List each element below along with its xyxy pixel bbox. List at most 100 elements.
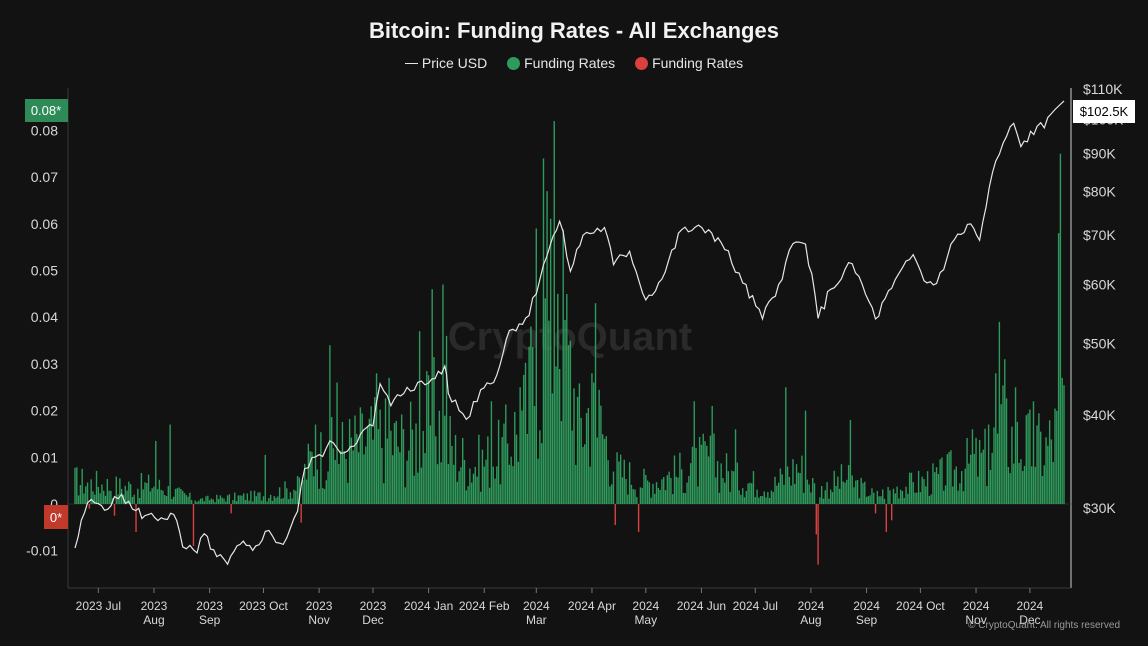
x-tick-label: Mar	[526, 613, 547, 627]
funding-bar	[384, 398, 387, 504]
funding-bar	[948, 452, 950, 504]
funding-bar	[497, 419, 500, 504]
funding-bar	[503, 423, 505, 504]
funding-bar	[171, 498, 173, 504]
funding-bar	[883, 498, 886, 504]
funding-bar	[598, 389, 600, 504]
left-tick-label: -0.01	[26, 543, 58, 559]
funding-bar	[1061, 377, 1063, 504]
funding-bar	[767, 492, 769, 504]
funding-bar	[975, 437, 977, 504]
legend-item-price[interactable]: Price USD	[404, 55, 487, 71]
funding-bar	[804, 410, 807, 504]
funding-bar	[984, 428, 986, 504]
funding-bar	[894, 493, 896, 504]
funding-bar	[470, 482, 473, 504]
funding-bar	[610, 484, 613, 504]
funding-bar	[727, 471, 730, 504]
funding-bar	[1025, 415, 1028, 504]
x-tick-label: 2023 Oct	[239, 599, 288, 613]
funding-bar	[348, 418, 351, 504]
funding-bar	[953, 469, 956, 504]
funding-bar	[1056, 410, 1058, 504]
funding-bar	[207, 495, 209, 504]
funding-bar	[103, 490, 105, 504]
funding-bar	[251, 501, 254, 504]
funding-bar	[210, 498, 213, 504]
funding-bar	[831, 492, 834, 504]
funding-bar	[865, 496, 868, 504]
funding-bar	[842, 481, 844, 504]
funding-bar	[266, 501, 268, 504]
legend-item-funding-negative[interactable]: Funding Rates	[635, 55, 743, 71]
funding-bar	[869, 495, 871, 504]
funding-bar	[431, 289, 433, 504]
funding-bar	[763, 491, 765, 504]
funding-bar	[772, 492, 774, 504]
funding-bar	[176, 488, 179, 504]
funding-bar	[664, 490, 667, 504]
funding-bar	[1057, 233, 1060, 504]
funding-bar	[528, 346, 530, 504]
right-tick-label: $80K	[1083, 184, 1116, 200]
funding-bar	[1023, 465, 1026, 504]
funding-bar	[786, 466, 789, 504]
funding-bar	[104, 495, 107, 504]
funding-bar	[925, 486, 927, 504]
funding-bar	[731, 470, 733, 504]
funding-bar	[1007, 467, 1010, 504]
funding-bar	[383, 483, 385, 504]
funding-bar	[124, 485, 126, 504]
x-tick-label: 2024 Jan	[404, 599, 453, 613]
funding-bar	[557, 293, 559, 504]
funding-bar	[812, 478, 814, 504]
funding-bar	[406, 460, 408, 504]
funding-bar	[553, 121, 555, 504]
funding-bar	[472, 473, 475, 504]
funding-bar	[278, 487, 281, 504]
funding-bar	[138, 497, 141, 504]
x-tick-label: 2024	[853, 599, 880, 613]
funding-bar	[655, 482, 658, 504]
funding-bar	[921, 476, 923, 504]
funding-bar	[571, 430, 573, 504]
funding-bar	[155, 440, 157, 504]
funding-bar	[675, 476, 677, 504]
x-tick-label: Nov	[308, 613, 329, 627]
funding-bar	[853, 487, 855, 504]
left-tick-label: 0.03	[31, 356, 58, 372]
funding-bar	[537, 458, 539, 504]
funding-bar	[223, 498, 225, 504]
funding-bar	[680, 469, 683, 504]
legend-label-funding-positive: Funding Rates	[524, 55, 616, 71]
funding-bar	[469, 468, 471, 504]
funding-bar	[217, 499, 220, 504]
funding-bar	[709, 435, 712, 504]
funding-bar	[1045, 437, 1047, 504]
funding-bar	[318, 488, 320, 504]
funding-bar	[887, 486, 889, 504]
funding-bar	[234, 492, 236, 504]
funding-bar	[822, 498, 825, 504]
top-left-badge-label: 0.08*	[31, 103, 61, 118]
funding-bar	[343, 451, 345, 504]
funding-bar	[304, 463, 306, 504]
funding-bar	[1034, 466, 1036, 504]
funding-bar	[987, 424, 990, 504]
funding-bar	[404, 487, 406, 504]
funding-bar	[777, 482, 780, 504]
funding-bar	[916, 492, 918, 504]
funding-bar	[488, 487, 491, 504]
funding-bar	[185, 495, 187, 504]
funding-bar	[76, 467, 78, 504]
zero-badge	[44, 505, 68, 529]
funding-bar	[795, 464, 798, 504]
left-tick-label: 0.06	[31, 216, 58, 232]
funding-bar	[578, 383, 581, 504]
funding-bar	[79, 485, 82, 504]
funding-bar	[697, 486, 699, 504]
funding-bar	[580, 417, 582, 504]
legend-item-funding-positive[interactable]: Funding Rates	[507, 55, 615, 71]
x-tick-label: 2023 Jul	[76, 599, 121, 613]
funding-bar	[106, 478, 109, 504]
